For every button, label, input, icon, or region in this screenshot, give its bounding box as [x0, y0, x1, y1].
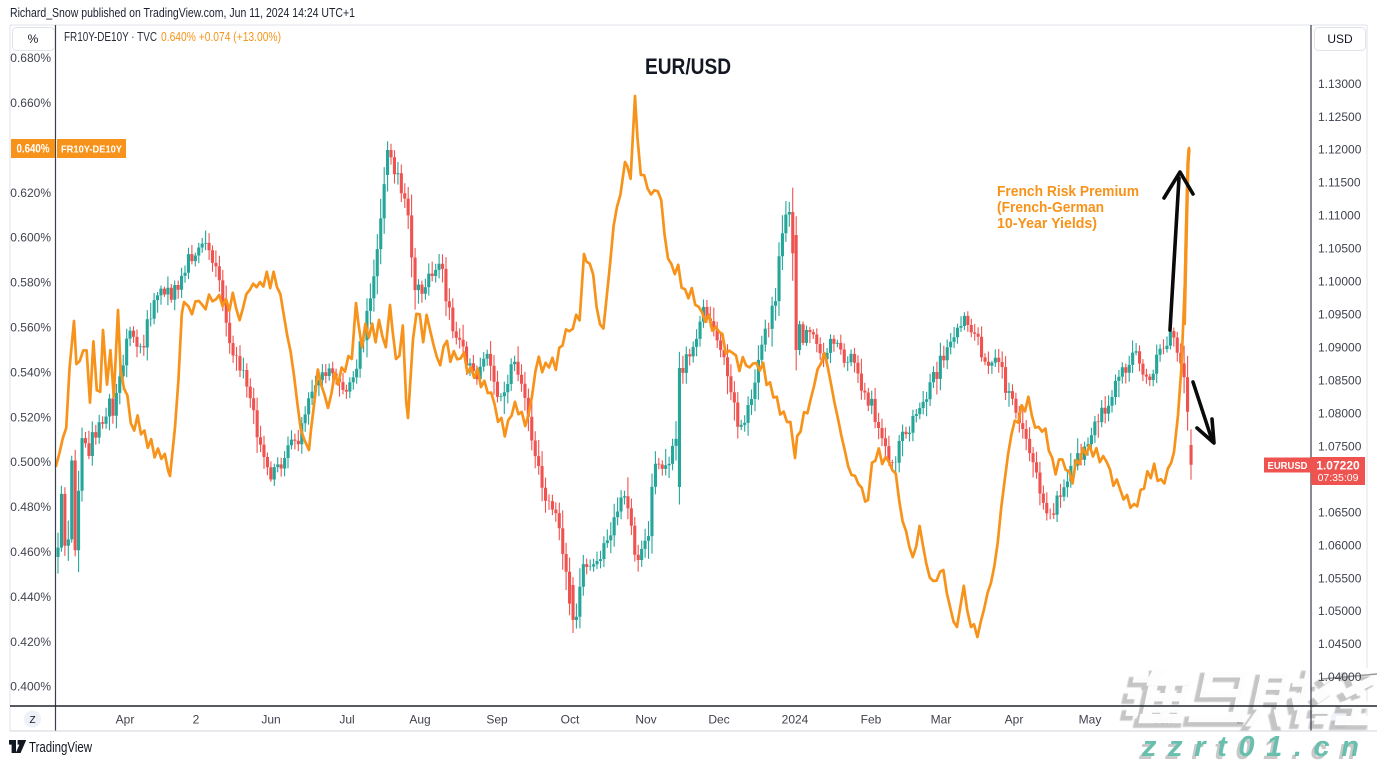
svg-text:Dec: Dec	[708, 713, 729, 727]
svg-text:0.500%: 0.500%	[10, 455, 51, 469]
svg-text:1.08000: 1.08000	[1318, 406, 1362, 420]
svg-text:(French-German: (French-German	[997, 199, 1104, 216]
svg-text:10-Year Yields): 10-Year Yields)	[997, 215, 1097, 232]
svg-text:1.07220: 1.07220	[1316, 459, 1360, 473]
svg-text:Nov: Nov	[635, 713, 656, 727]
svg-text:EUR/USD: EUR/USD	[645, 54, 731, 79]
svg-text:French Risk Premium: French Risk Premium	[997, 183, 1139, 200]
svg-text:Richard_Snow published on Trad: Richard_Snow published on TradingView.co…	[10, 5, 355, 20]
svg-text:0.580%: 0.580%	[10, 276, 51, 290]
svg-text:1.11000: 1.11000	[1318, 209, 1361, 223]
svg-text:0.640%: 0.640%	[17, 144, 50, 156]
svg-text:1.12000: 1.12000	[1318, 143, 1362, 157]
svg-text:Z: Z	[29, 715, 35, 726]
svg-text:1.06000: 1.06000	[1318, 538, 1362, 552]
svg-text:1.13000: 1.13000	[1318, 77, 1362, 91]
svg-text:1.05000: 1.05000	[1318, 604, 1362, 618]
svg-text:USD: USD	[1327, 32, 1353, 46]
svg-text:1.12500: 1.12500	[1318, 110, 1362, 124]
svg-text:FR10Y-DE10Y · TVC: FR10Y-DE10Y · TVC	[64, 29, 157, 44]
svg-text:Mar: Mar	[931, 713, 952, 727]
svg-text:0.480%: 0.480%	[10, 500, 51, 514]
svg-text:1.10000: 1.10000	[1318, 275, 1362, 289]
svg-text:0.620%: 0.620%	[10, 186, 51, 200]
svg-text:1.07500: 1.07500	[1318, 439, 1362, 453]
svg-text:0.400%: 0.400%	[10, 680, 51, 694]
svg-text:0.640% +0.074 (+13.00%): 0.640% +0.074 (+13.00%)	[161, 29, 281, 44]
svg-text:1.04500: 1.04500	[1318, 637, 1362, 651]
svg-text:2: 2	[193, 713, 200, 727]
svg-text:Apr: Apr	[116, 713, 135, 727]
svg-text:1.04000: 1.04000	[1318, 670, 1362, 684]
svg-text:1.09000: 1.09000	[1318, 341, 1362, 355]
svg-text:Jun: Jun	[261, 713, 280, 727]
svg-text:FR10Y-DE10Y: FR10Y-DE10Y	[61, 144, 122, 156]
svg-text:zzrt01.cn: zzrt01.cn	[1138, 734, 1365, 763]
svg-text:0.540%: 0.540%	[10, 365, 51, 379]
svg-text:2024: 2024	[782, 713, 809, 727]
svg-text:1.08500: 1.08500	[1318, 374, 1362, 388]
svg-text:0.600%: 0.600%	[10, 231, 51, 245]
svg-text:1.06500: 1.06500	[1318, 505, 1362, 519]
svg-text:Aug: Aug	[409, 713, 430, 727]
svg-text:May: May	[1079, 713, 1102, 727]
svg-text:1.09500: 1.09500	[1318, 308, 1362, 322]
svg-text:Oct: Oct	[561, 713, 580, 727]
svg-text:EURUSD: EURUSD	[1268, 460, 1308, 472]
svg-text:TradingView: TradingView	[29, 740, 92, 756]
svg-text:Jul: Jul	[339, 713, 354, 727]
svg-text:0.460%: 0.460%	[10, 545, 51, 559]
svg-text:0.420%: 0.420%	[10, 635, 51, 649]
svg-text:Apr: Apr	[1005, 713, 1024, 727]
svg-text:0.660%: 0.660%	[10, 96, 51, 110]
svg-text:zzrt01.cn: zzrt01.cn	[1141, 731, 1368, 763]
svg-text:Feb: Feb	[861, 713, 882, 727]
svg-text:Sep: Sep	[486, 713, 508, 727]
svg-text:%: %	[28, 32, 39, 46]
svg-text:1.11500: 1.11500	[1318, 176, 1361, 190]
svg-text:0.520%: 0.520%	[10, 410, 51, 424]
svg-text:0.680%: 0.680%	[10, 51, 51, 65]
svg-text:0.440%: 0.440%	[10, 590, 51, 604]
svg-text:0.560%: 0.560%	[10, 321, 51, 335]
svg-text:1.10500: 1.10500	[1318, 242, 1362, 256]
svg-text:1.05500: 1.05500	[1318, 571, 1362, 585]
svg-text:07:35:09: 07:35:09	[1318, 472, 1359, 484]
